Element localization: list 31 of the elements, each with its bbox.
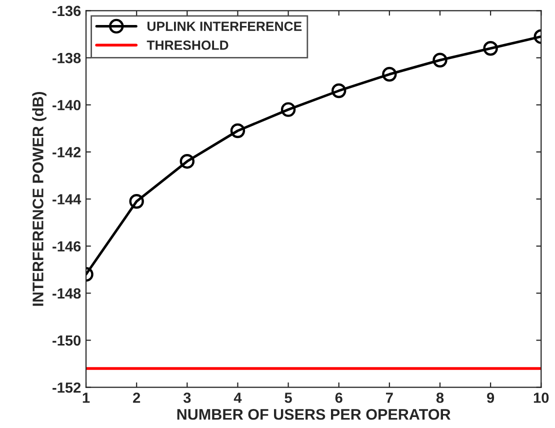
x-tick-label: 6	[335, 392, 342, 403]
x-tick-label: 7	[386, 392, 393, 403]
point	[129, 194, 144, 209]
y-tick-label: -140	[52, 100, 81, 110]
point	[432, 52, 448, 68]
y-tick-label: -138	[52, 52, 81, 64]
y-axis-title: INTERFERENCE POWER (dB)	[32, 92, 46, 306]
x-tick-label: 8	[436, 392, 444, 403]
point	[230, 123, 246, 138]
y-tick-label: -136	[52, 6, 81, 16]
point	[382, 66, 397, 82]
y-tick-label: -150	[52, 335, 81, 346]
legend-label: THRESHOLD	[146, 40, 228, 50]
y-tick-label: -152	[52, 382, 81, 393]
x-tick-label: 1	[82, 392, 90, 403]
y-tick-label: -148	[52, 288, 81, 299]
point	[332, 83, 346, 98]
y-tick-label: -142	[52, 147, 81, 158]
y-tick-label: -146	[52, 241, 81, 252]
x-tick-label: 3	[183, 392, 191, 403]
x-tick-label: 5	[284, 392, 292, 403]
x-tick-label: 4	[234, 392, 242, 403]
x-axis-title: NUMBER OF USERS PER OPERATOR	[177, 408, 450, 420]
x-tick-label: 10	[534, 392, 549, 403]
x-tick-label: 2	[133, 392, 140, 403]
point	[483, 41, 498, 56]
y-tick-label: -144	[52, 194, 82, 204]
legend-label: UPLINK INTERFERENCE	[148, 22, 302, 31]
x-tick-label: 9	[487, 392, 494, 403]
point	[280, 102, 296, 117]
point	[180, 154, 195, 169]
